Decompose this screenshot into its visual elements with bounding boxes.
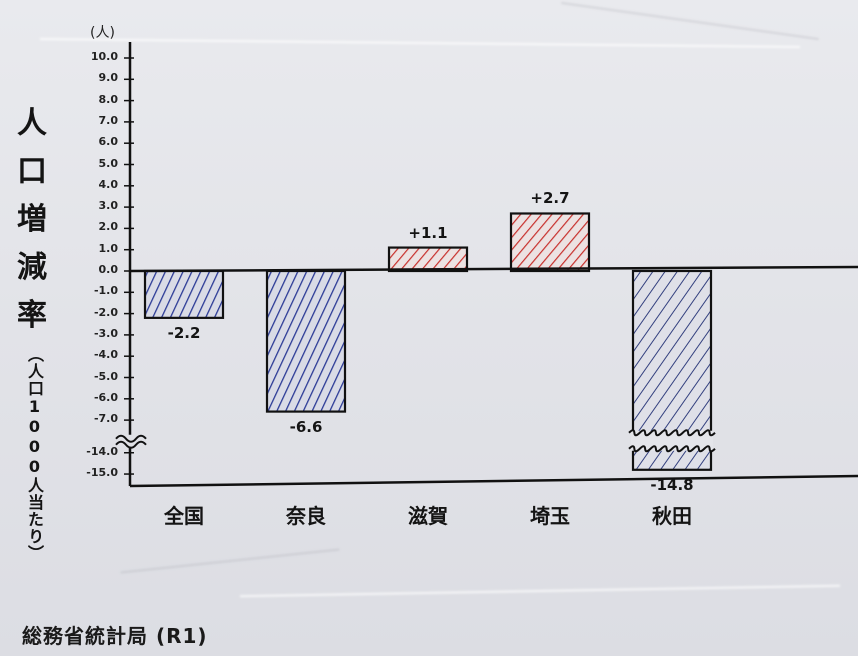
x-category-label: 奈良 [286,504,326,529]
y-axis-label-char: 口 [17,154,47,189]
bar [387,246,469,273]
y-axis-label-main: 人口増減率 [12,100,52,340]
y-tick-label: 3.0 [98,199,119,213]
bar-value-label: -2.2 [167,323,201,342]
bar-break-mark [628,429,716,437]
bar [143,269,225,319]
bar-value-label: -14.8 [650,475,694,494]
bar-value-label: +2.7 [530,189,570,208]
y-tick-label: 10.0 [90,50,118,63]
axis-break-mark [115,434,147,443]
y-tick-label: -7.0 [93,412,118,426]
y-tick-label: 4.0 [98,177,119,191]
y-tick-label: -15.0 [86,466,118,480]
bar-value-label: +1.1 [408,223,448,242]
bar-break-gap [631,430,713,451]
x-category-label: 埼玉 [530,504,570,529]
x-axis-line [129,474,858,488]
y-tick-label: -14.0 [86,444,118,458]
y-tick-label: 9.0 [98,71,119,85]
y-tick-label: 0.0 [98,263,119,276]
y-tick-label: -5.0 [93,369,118,383]
bar [265,269,347,413]
y-tick-label: 7.0 [98,113,119,127]
x-category-label: 全国 [164,504,204,529]
y-tick-label: 5.0 [98,156,119,170]
source-note: 総務省統計局 (R1) [22,624,208,648]
y-tick-label: -4.0 [93,348,118,362]
bar [509,212,591,273]
y-axis-label-char: 人 [17,106,47,141]
y-axis-label-char: 減 [17,250,47,285]
y-tick-label: 6.0 [98,135,119,149]
y-axis-label-sub: （人口1000人当たり） [25,346,44,562]
y-tick-label: -2.0 [93,305,118,319]
y-tick-label: -1.0 [93,284,118,298]
x-category-label: 秋田 [652,504,692,529]
y-tick-label: 1.0 [98,241,119,255]
y-tick-label: -3.0 [93,326,118,340]
bar-value-label: -6.6 [289,417,323,436]
y-tick-label: 2.0 [98,220,119,234]
x-category-label: 滋賀 [408,504,448,529]
y-axis-label-char: 増 [17,202,47,237]
zero-line [129,265,858,273]
y-axis-label-char: 率 [17,298,47,333]
bar-break-mark [628,445,716,453]
unit-label: (人) [90,25,115,41]
y-tick-label: 8.0 [98,92,119,106]
axis-break-mark [115,440,147,449]
y-axis-label: 人口増減率 （人口1000人当たり） [12,100,52,562]
y-tick-label: -6.0 [93,390,118,404]
